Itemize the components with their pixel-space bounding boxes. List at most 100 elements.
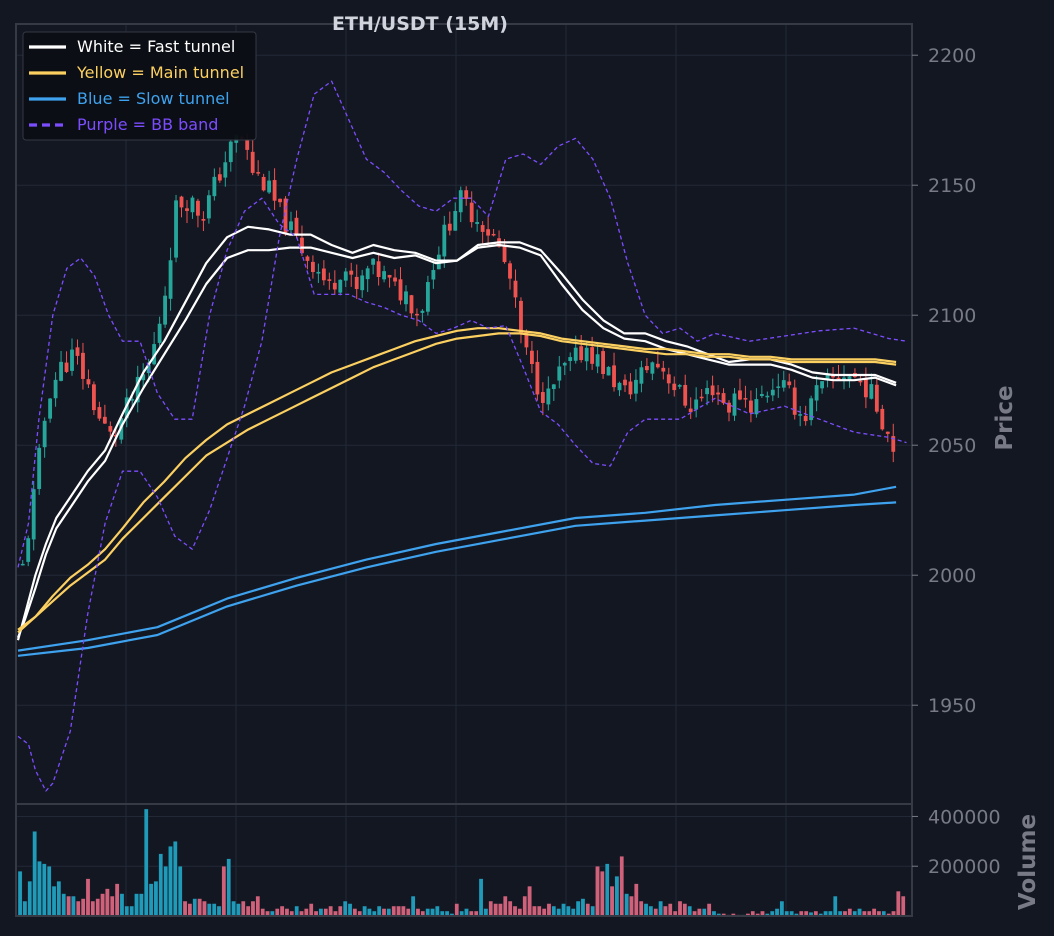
candle-body: [863, 377, 868, 398]
candle-body: [770, 389, 775, 396]
volume-bar: [255, 895, 261, 917]
volume-bar: [488, 900, 493, 917]
candle-body: [365, 268, 370, 280]
volume-bar: [561, 903, 566, 917]
candle-body: [349, 270, 354, 275]
candle: [650, 361, 655, 381]
volume-bar: [56, 881, 62, 917]
volume-bar: [260, 908, 265, 917]
volume-bar: [231, 900, 236, 917]
candle-body: [710, 385, 715, 396]
candle-body: [141, 374, 146, 381]
candle: [480, 221, 485, 244]
candle: [677, 383, 682, 390]
candle: [305, 255, 310, 270]
candle: [42, 417, 47, 458]
candle: [387, 274, 392, 288]
candle-body: [694, 399, 699, 410]
volume-bar: [37, 861, 42, 917]
candle: [393, 269, 397, 287]
volume-bar: [139, 893, 144, 917]
candle-body: [20, 563, 25, 566]
candle-body: [360, 275, 365, 291]
candle: [666, 367, 671, 394]
volume-bar: [624, 893, 629, 917]
volume-bar: [896, 890, 901, 917]
volume-bar: [546, 903, 552, 917]
candle-body: [70, 349, 74, 371]
candle-body: [885, 431, 890, 434]
candle: [535, 350, 540, 401]
volume-bar: [119, 893, 125, 917]
candle-body: [475, 222, 480, 224]
volume-bar: [425, 908, 430, 917]
volume-bar: [682, 903, 688, 917]
volume-bar: [226, 858, 231, 917]
candle-body: [228, 141, 233, 163]
volume-bar: [464, 908, 469, 917]
candle-body: [606, 366, 611, 376]
candle-body: [316, 271, 321, 274]
candle: [152, 331, 157, 366]
candle: [612, 352, 616, 392]
price-axis-label: Price: [992, 385, 1018, 450]
candle-body: [163, 295, 168, 325]
candle-body: [546, 388, 551, 405]
candle: [748, 390, 753, 423]
volume-bar: [585, 903, 591, 917]
candle: [770, 378, 775, 402]
candle-body: [26, 538, 31, 562]
volume-bar: [638, 900, 644, 917]
candle-body: [245, 140, 250, 150]
candle: [743, 385, 748, 408]
candle-body: [666, 374, 671, 384]
candle: [278, 198, 282, 208]
volume-bars: [17, 808, 906, 917]
candle: [382, 265, 387, 283]
candle: [442, 215, 447, 268]
candle: [141, 363, 146, 389]
volume-bar: [338, 905, 343, 917]
chart-title: ETH/USDT (15M): [332, 13, 508, 35]
candle: [256, 160, 261, 176]
volume-bar: [381, 908, 387, 917]
candle-body: [442, 224, 447, 257]
volume-bar: [687, 905, 692, 917]
volume-bar: [702, 908, 707, 917]
legend-box: [22, 31, 257, 141]
candle-body: [261, 176, 266, 191]
volume-bar: [95, 898, 100, 917]
candle-body: [212, 176, 217, 197]
candle-body: [595, 354, 600, 367]
main-tunnel-line-upper: [17, 327, 897, 634]
candle-body: [332, 282, 337, 290]
candle: [486, 217, 491, 248]
candle-body: [108, 426, 113, 432]
candle-body: [792, 387, 797, 415]
candle-body: [37, 447, 42, 490]
candle-body: [644, 366, 649, 371]
volume-bar: [22, 900, 28, 917]
volume-bar: [197, 898, 202, 917]
candle: [217, 167, 222, 183]
candle-body: [672, 383, 677, 391]
candle: [458, 186, 463, 223]
candle-body: [458, 190, 463, 213]
volume-bar: [347, 903, 353, 917]
candle-body: [519, 300, 523, 334]
volume-bar: [900, 895, 906, 917]
candle: [519, 297, 523, 344]
candle: [261, 173, 266, 192]
volume-bar: [158, 853, 163, 917]
volume-bar: [216, 905, 222, 917]
candle-body: [721, 393, 726, 404]
candle-body: [283, 198, 288, 233]
candle: [672, 376, 677, 397]
main-grid: [16, 24, 912, 804]
volume-bar: [648, 905, 654, 917]
candle-body: [453, 210, 458, 231]
candle: [48, 398, 53, 423]
candle-body: [376, 261, 381, 278]
candle: [404, 285, 408, 312]
candle: [31, 481, 36, 551]
